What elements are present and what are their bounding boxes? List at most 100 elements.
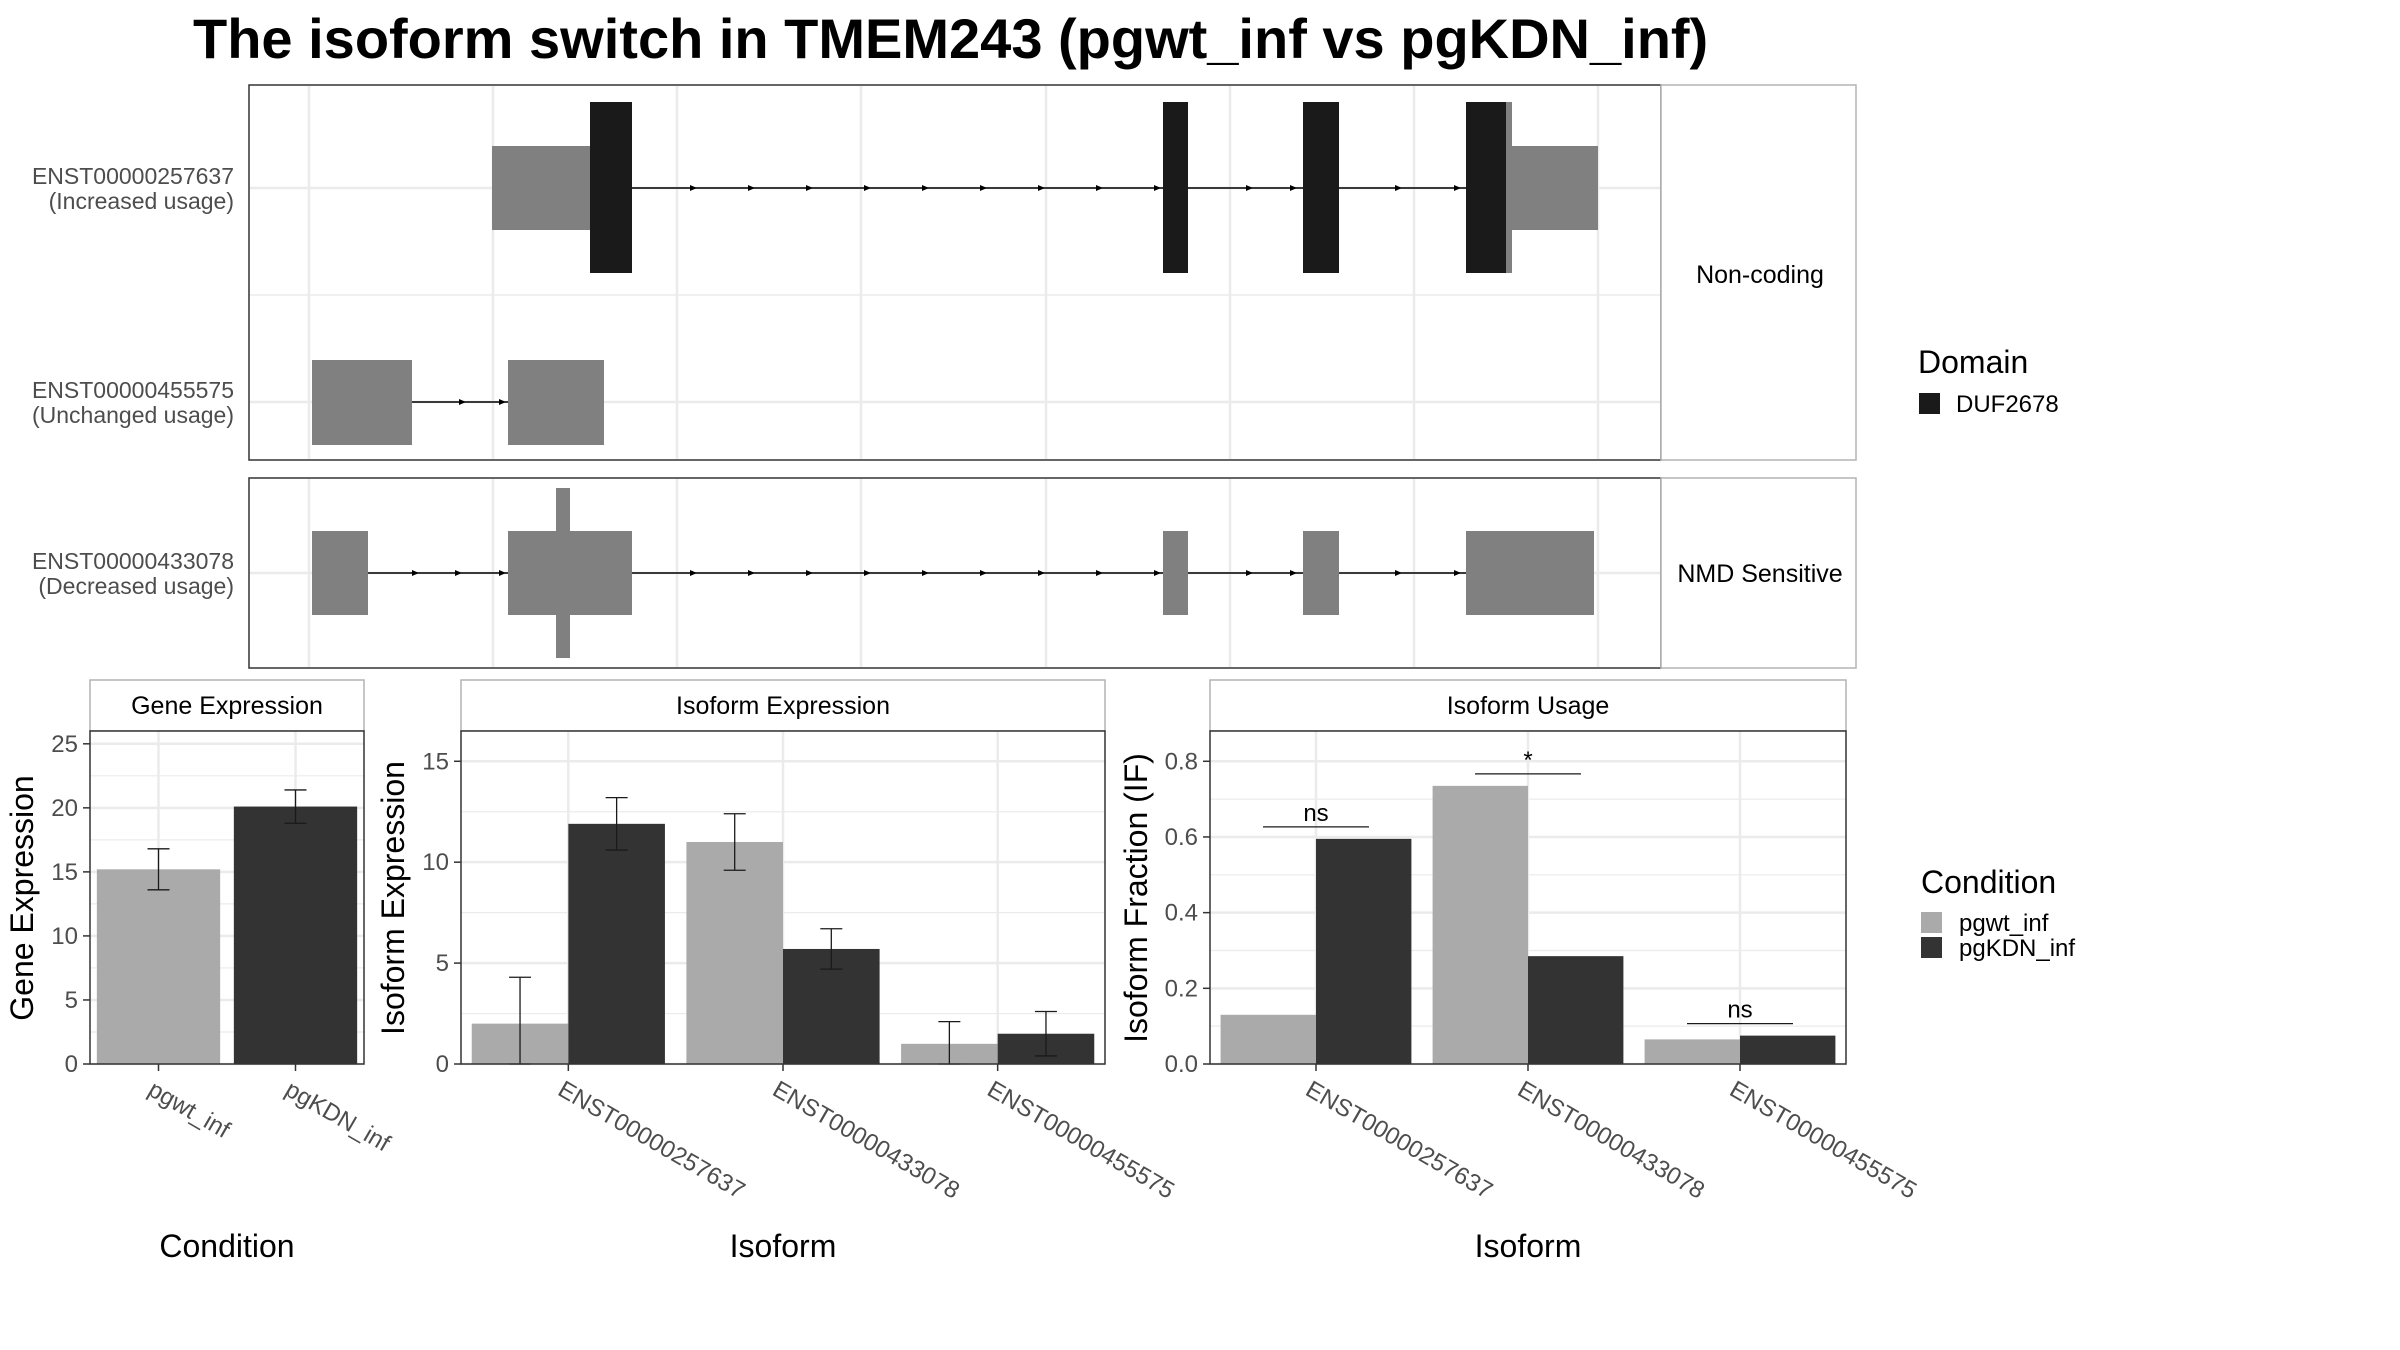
y-tick-label: 10: [422, 849, 449, 876]
condition-legend-label-pgkdn: pgKDN_inf: [1959, 935, 2075, 962]
bar: [96, 869, 221, 1064]
y-tick-label: 15: [422, 748, 449, 775]
x-tick-label: ENST00000257637: [1301, 1076, 1497, 1205]
y-tick-label: 25: [51, 731, 78, 758]
utr-exon: [1506, 102, 1512, 273]
isoform-expression-xlabel: Isoform: [730, 1228, 837, 1264]
gene-expression-panel-border: [89, 730, 365, 1065]
utr-exon: [1163, 531, 1188, 615]
y-tick-label: 0: [65, 1051, 78, 1078]
condition-legend-swatch-pgkdn: [1921, 937, 1942, 958]
isoform-usage-ylabel: Isoform Fraction (IF): [1118, 753, 1154, 1043]
y-tick-label: 0.4: [1165, 900, 1198, 927]
bar: [233, 806, 358, 1064]
figure-title: The isoform switch in TMEM243 (pgwt_inf …: [193, 7, 1708, 70]
isoform-expression-bars: [471, 796, 1095, 1065]
strip-label-noncoding: Non-coding: [1696, 261, 1824, 289]
strip-noncoding: [1660, 84, 1857, 461]
y-tick-label: 0.6: [1165, 824, 1198, 851]
y-tick-label: 0.8: [1165, 748, 1198, 775]
y-tick-label: 20: [51, 795, 78, 822]
isoform-expression-y-ticks: 0 5 10 15: [422, 748, 461, 1078]
gene-expression-y-ticks: 0 5 10 15 20 25: [51, 731, 90, 1078]
x-tick-label: ENST00000433078: [1513, 1076, 1709, 1205]
x-tick-label: pgwt_inf: [144, 1076, 235, 1144]
y-tick-label: 10: [51, 923, 78, 950]
bar: [1220, 1014, 1316, 1064]
isoform-usage-significance: ns * ns: [1263, 747, 1793, 1025]
domain-exon: [590, 102, 632, 273]
isoform-expression-ylabel: Isoform Expression: [375, 761, 411, 1035]
condition-legend: Condition pgwt_inf pgKDN_inf: [1921, 864, 2075, 962]
isoform-usage-x-ticks: ENST00000257637 ENST00000433078 ENST000004…: [1301, 1064, 1921, 1205]
domain-legend-label: DUF2678: [1956, 391, 2059, 418]
structure-facet-noncoding: Non-coding: [248, 84, 1857, 461]
isoform-label-usage: (Unchanged usage): [32, 402, 234, 428]
isoform-expression-x-ticks: ENST00000257637 ENST00000433078 ENST000004…: [553, 1064, 1179, 1205]
bar: [1740, 1035, 1836, 1064]
isoform-expression-strip-title: Isoform Expression: [676, 692, 890, 720]
isoform-usage-chart: Isoform Usage ns * ns 0.0 0.2 0.4 0.6 0.8 ENST…: [1118, 679, 1921, 1264]
utr-exon: [492, 146, 590, 230]
utr-exon: [508, 360, 604, 445]
utr-exon: [556, 488, 570, 658]
utr-exon: [1466, 531, 1594, 615]
bar: [1432, 785, 1528, 1064]
transcript-ENST00000433078: [312, 488, 1594, 658]
domain-exon: [1466, 102, 1506, 273]
intron-arrows: [690, 185, 1461, 191]
isoform-label-id: ENST00000433078: [32, 548, 234, 574]
utr-exon: [312, 360, 412, 445]
utr-exon: [312, 531, 368, 615]
strip-nmd: [1660, 477, 1857, 669]
isoform-label-usage: (Increased usage): [49, 188, 234, 214]
condition-legend-swatch-pgwt: [1921, 912, 1942, 933]
isoform-label-id: ENST00000455575: [32, 377, 234, 403]
strip-label-nmd: NMD Sensitive: [1677, 560, 1842, 588]
isoform-usage-strip-title: Isoform Usage: [1447, 692, 1610, 720]
intron-arrows: [412, 570, 1461, 576]
significance-label: ns: [1303, 800, 1328, 827]
isoform-expression-chart: Isoform Expression 0 5 10 15 ENST0000025763…: [375, 679, 1179, 1264]
bar: [1528, 956, 1624, 1064]
y-tick-label: 0.2: [1165, 975, 1198, 1002]
isoform-usage-xlabel: Isoform: [1475, 1228, 1582, 1264]
utr-exon: [1303, 531, 1339, 615]
x-tick-label: pgKDN_inf: [281, 1076, 395, 1158]
significance-label: *: [1523, 747, 1532, 774]
transcript-ENST00000455575: [312, 360, 604, 445]
gene-expression-strip-title: Gene Expression: [131, 692, 323, 720]
utr-exon: [1512, 146, 1598, 230]
gene-expression-strip: [89, 679, 365, 732]
x-tick-label: ENST00000455575: [983, 1076, 1179, 1205]
y-tick-label: 0.0: [1165, 1051, 1198, 1078]
y-tick-label: 5: [436, 950, 449, 977]
x-tick-label: ENST00000257637: [553, 1076, 749, 1205]
gene-expression-ylabel: Gene Expression: [4, 775, 40, 1020]
isoform-usage-y-ticks: 0.0 0.2 0.4 0.6 0.8: [1165, 748, 1210, 1078]
gene-expression-x-ticks: pgwt_inf pgKDN_inf: [144, 1064, 395, 1157]
gene-expression-bars: [96, 789, 358, 1064]
structure-panel-1: [248, 84, 1662, 461]
x-tick-label: ENST00000433078: [768, 1076, 964, 1205]
isoform-usage-strip: [1209, 679, 1847, 732]
x-tick-label: ENST00000455575: [1725, 1076, 1921, 1205]
transcript-ENST00000257637: [492, 102, 1598, 273]
condition-legend-label-pgwt: pgwt_inf: [1959, 910, 2049, 937]
y-tick-label: 0: [436, 1051, 449, 1078]
gene-expression-chart: Gene Expression 0 5 10 15 20 25 pgwt_inf pgKDN…: [4, 679, 395, 1264]
significance-label: ns: [1727, 997, 1752, 1024]
condition-legend-title: Condition: [1921, 864, 2056, 900]
y-tick-label: 15: [51, 859, 78, 886]
bar: [1316, 838, 1412, 1064]
bar: [1644, 1039, 1740, 1064]
domain-legend-swatch: [1919, 393, 1940, 414]
bar: [686, 842, 783, 1064]
y-tick-label: 5: [65, 987, 78, 1014]
isoform-label-usage: (Decreased usage): [38, 573, 234, 599]
isoform-usage-bars: [1220, 785, 1836, 1064]
domain-exon: [1303, 102, 1339, 273]
structure-facet-nmd: NMD Sensitive: [248, 477, 1857, 669]
domain-legend-title: Domain: [1918, 344, 2028, 380]
